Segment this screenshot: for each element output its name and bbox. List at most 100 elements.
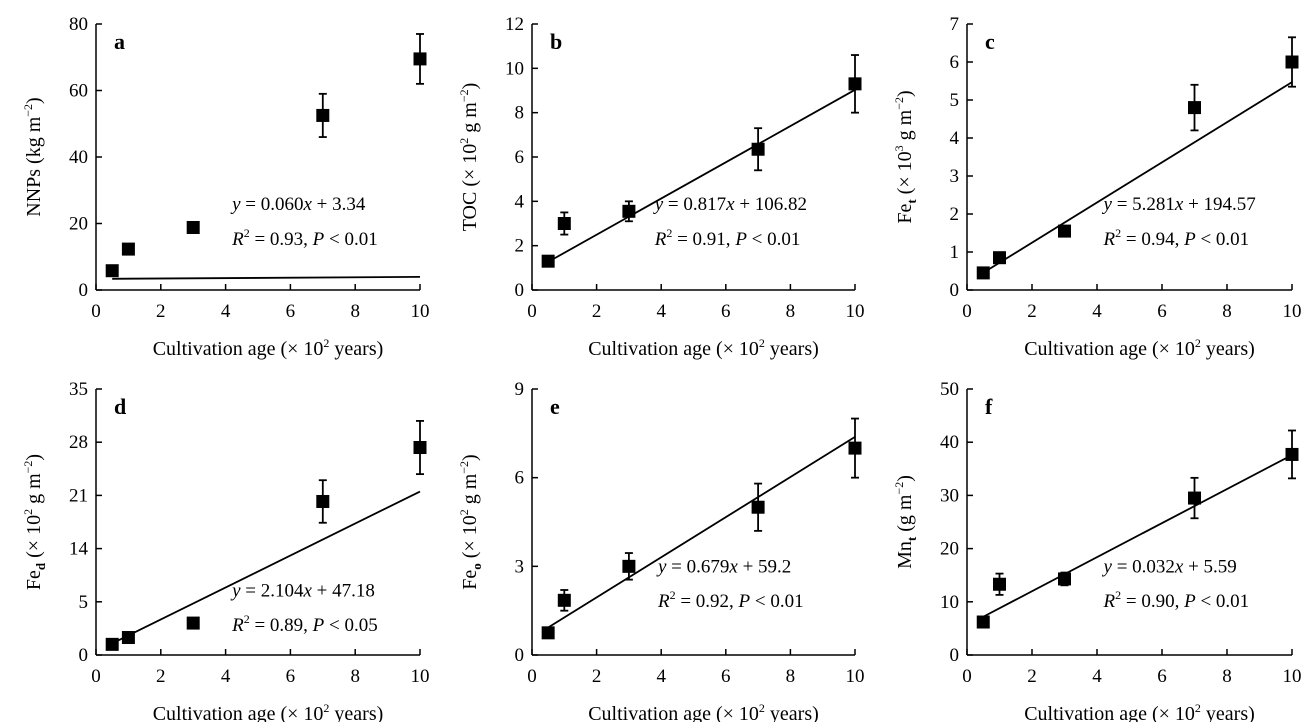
panel-e: 0 3 6 9 0 2 4 6 8 10 e Cultivation age (× 102 years… — [457, 379, 865, 722]
y-tick-label: 3 — [515, 556, 525, 577]
regression-equation: y = 0.032x + 5.59 — [1102, 557, 1237, 578]
regression-line — [982, 454, 1293, 618]
panel-a: 0 20 40 60 80 0 2 4 6 8 10 a Cultivation age (× 102 … — [21, 14, 430, 360]
y-tick-label: 4 — [950, 128, 960, 149]
data-point — [1188, 101, 1201, 115]
y-tick-label: 8 — [515, 103, 525, 124]
panel-letter: c — [985, 29, 995, 54]
x-tick-label: 4 — [656, 666, 666, 687]
regression-line — [547, 436, 856, 629]
x-tick-label: 0 — [962, 301, 972, 322]
regression-stats: R2 = 0.94, P < 0.01 — [1103, 226, 1250, 250]
y-tick-label: 80 — [69, 14, 88, 35]
x-tick-label: 10 — [846, 666, 865, 687]
y-tick-label: 2 — [950, 204, 960, 225]
x-tick-label: 2 — [1027, 666, 1037, 687]
x-tick-label: 6 — [721, 666, 731, 687]
y-axis-title: Mnt (g m−2) — [892, 475, 919, 569]
panel-d: 0 5 14 21 28 35 0 2 4 6 8 10 d Cultivation age (× 102… — [21, 379, 430, 722]
y-axis-title: Fed (× 102 g m−2) — [21, 454, 48, 590]
data-point — [541, 626, 555, 640]
x-tick-label: 6 — [286, 666, 296, 687]
y-tick-label: 0 — [79, 280, 89, 301]
data-point — [316, 494, 330, 508]
x-tick-label: 10 — [846, 301, 865, 322]
y-tick-label: 5 — [79, 592, 89, 613]
regression-stats: R2 = 0.89, P < 0.05 — [231, 612, 378, 636]
y-tick-label: 30 — [940, 485, 959, 506]
x-tick-label: 4 — [1092, 666, 1102, 687]
regression-line — [547, 89, 856, 263]
regression-stats: R2 = 0.93, P < 0.01 — [231, 226, 378, 250]
data-point — [976, 266, 990, 280]
x-tick-label: 8 — [786, 301, 796, 322]
y-tick-label: 35 — [69, 379, 88, 400]
regression-equation: y = 0.679x + 59.2 — [656, 557, 791, 578]
y-tick-label: 6 — [515, 468, 525, 489]
x-tick-label: 8 — [1222, 301, 1232, 322]
x-tick-label: 4 — [656, 301, 666, 322]
data-point — [622, 204, 636, 218]
data-point — [557, 217, 571, 230]
y-tick-label: 21 — [69, 485, 88, 506]
data-point — [848, 441, 862, 455]
y-tick-label: 40 — [69, 147, 88, 168]
x-tick-label: 10 — [1283, 301, 1302, 322]
x-tick-label: 8 — [350, 301, 360, 322]
data-point — [751, 500, 765, 514]
data-point — [413, 441, 427, 455]
y-tick-label: 60 — [69, 81, 88, 102]
data-point — [622, 559, 636, 573]
x-tick-label: 2 — [156, 301, 166, 322]
x-axis-title: Cultivation age (× 102 years) — [153, 701, 384, 722]
x-tick-label: 0 — [527, 666, 537, 687]
y-tick-label: 0 — [79, 645, 89, 666]
panel-letter: e — [550, 394, 560, 419]
y-tick-label: 3 — [950, 166, 960, 187]
data-point — [1058, 572, 1071, 586]
data-point — [186, 616, 200, 630]
x-axis-title: Cultivation age (× 102 years) — [153, 336, 384, 360]
y-tick-label: 0 — [950, 280, 960, 301]
y-tick-label: 4 — [515, 191, 525, 212]
x-tick-label: 10 — [411, 666, 430, 687]
x-axis-title: Cultivation age (× 102 years) — [1024, 701, 1255, 722]
data-point — [105, 264, 119, 278]
data-point — [186, 220, 200, 234]
data-point — [121, 242, 135, 256]
y-tick-label: 2 — [515, 236, 525, 257]
x-axis-title: Cultivation age (× 102 years) — [1024, 336, 1255, 360]
regression-equation: y = 0.060x + 3.34 — [230, 194, 366, 215]
regression-equation: y = 2.104x + 47.18 — [230, 580, 375, 601]
x-tick-label: 0 — [527, 301, 537, 322]
y-tick-label: 20 — [69, 214, 88, 235]
panel-b: 0 2 4 6 8 10 12 0 2 4 6 8 10 b Cultivation age (× 102 … — [457, 14, 865, 360]
regression-line — [111, 490, 421, 645]
data-point — [751, 142, 765, 156]
x-tick-label: 0 — [91, 301, 101, 322]
x-tick-label: 8 — [786, 666, 796, 687]
y-tick-label: 7 — [950, 14, 960, 35]
x-tick-label: 6 — [1157, 301, 1167, 322]
data-point — [541, 254, 555, 268]
x-tick-label: 8 — [1222, 666, 1232, 687]
x-axis-title: Cultivation age (× 102 years) — [588, 701, 819, 722]
regression-equation: y = 0.817x + 106.82 — [653, 194, 807, 215]
y-tick-label: 12 — [505, 14, 524, 35]
regression-stats: R2 = 0.90, P < 0.01 — [1103, 588, 1250, 612]
regression-stats: R2 = 0.92, P < 0.01 — [657, 588, 804, 612]
y-tick-label: 0 — [515, 280, 525, 301]
data-point — [993, 577, 1006, 591]
x-axis-title: Cultivation age (× 102 years) — [588, 336, 819, 360]
data-point — [993, 251, 1006, 265]
y-tick-label: 20 — [940, 539, 959, 560]
y-tick-label: 9 — [515, 379, 525, 400]
x-tick-label: 2 — [1027, 301, 1037, 322]
panel-f: 0 10 20 30 40 50 0 2 4 6 8 10 f Cultivation age (× 10… — [892, 379, 1302, 722]
x-tick-label: 6 — [1157, 666, 1167, 687]
panel-letter: b — [550, 29, 562, 54]
panel-letter: d — [114, 394, 126, 419]
data-point — [557, 593, 571, 607]
y-axis-title: TOC (× 102 g m−2) — [457, 83, 481, 232]
